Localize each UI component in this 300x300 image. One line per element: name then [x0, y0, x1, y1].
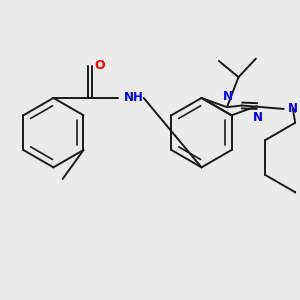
Text: N: N	[223, 90, 232, 103]
Text: NH: NH	[124, 91, 144, 104]
Text: N: N	[288, 102, 298, 116]
Text: O: O	[94, 59, 105, 72]
Text: N: N	[253, 111, 262, 124]
